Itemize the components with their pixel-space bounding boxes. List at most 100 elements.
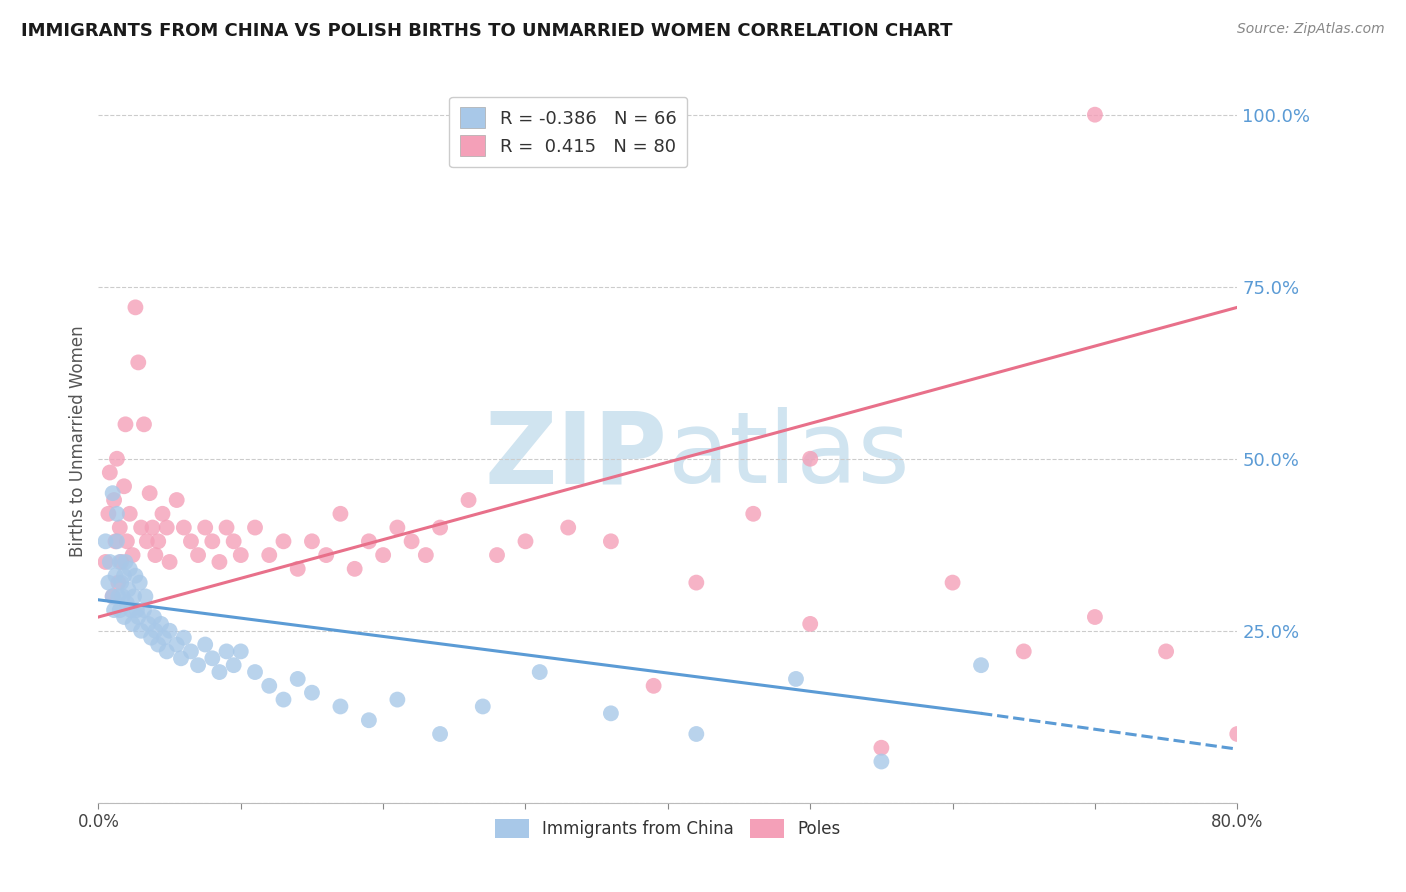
Point bbox=[98, 466, 121, 480]
Point bbox=[105, 534, 128, 549]
Point bbox=[222, 534, 245, 549]
Point bbox=[194, 520, 217, 534]
Text: Source: ZipAtlas.com: Source: ZipAtlas.com bbox=[1237, 22, 1385, 37]
Point bbox=[104, 568, 127, 582]
Point bbox=[173, 520, 195, 534]
Point bbox=[108, 520, 131, 534]
Point bbox=[273, 534, 295, 549]
Point bbox=[159, 624, 181, 638]
Point bbox=[142, 610, 165, 624]
Point bbox=[173, 631, 195, 645]
Text: IMMIGRANTS FROM CHINA VS POLISH BIRTHS TO UNMARRIED WOMEN CORRELATION CHART: IMMIGRANTS FROM CHINA VS POLISH BIRTHS T… bbox=[21, 22, 953, 40]
Point bbox=[942, 575, 965, 590]
Point bbox=[187, 548, 209, 562]
Point bbox=[643, 679, 665, 693]
Point bbox=[117, 582, 139, 597]
Point bbox=[141, 520, 163, 534]
Point bbox=[166, 638, 188, 652]
Point bbox=[208, 555, 231, 569]
Point bbox=[201, 534, 224, 549]
Point bbox=[799, 616, 821, 631]
Point bbox=[105, 507, 128, 521]
Point bbox=[108, 555, 131, 569]
Point bbox=[135, 534, 157, 549]
Point bbox=[357, 713, 380, 727]
Point bbox=[148, 638, 170, 652]
Point bbox=[471, 699, 494, 714]
Point bbox=[156, 644, 179, 658]
Point bbox=[1084, 108, 1107, 122]
Point bbox=[259, 679, 281, 693]
Point bbox=[1368, 451, 1391, 466]
Point bbox=[101, 590, 124, 604]
Point bbox=[1084, 610, 1107, 624]
Point bbox=[94, 555, 117, 569]
Point bbox=[515, 534, 537, 549]
Point bbox=[329, 507, 352, 521]
Point bbox=[287, 672, 309, 686]
Point bbox=[1012, 644, 1035, 658]
Point bbox=[180, 644, 202, 658]
Point bbox=[343, 562, 366, 576]
Point bbox=[243, 665, 266, 679]
Point bbox=[194, 638, 217, 652]
Point bbox=[222, 658, 245, 673]
Point bbox=[259, 548, 281, 562]
Point bbox=[1368, 610, 1391, 624]
Point bbox=[136, 616, 159, 631]
Point bbox=[111, 590, 134, 604]
Point bbox=[287, 562, 309, 576]
Point bbox=[159, 555, 181, 569]
Point bbox=[127, 355, 149, 369]
Point bbox=[685, 575, 707, 590]
Point bbox=[1298, 644, 1320, 658]
Point bbox=[970, 658, 993, 673]
Point bbox=[180, 534, 202, 549]
Point bbox=[114, 417, 136, 432]
Point bbox=[129, 624, 152, 638]
Point bbox=[150, 616, 173, 631]
Point bbox=[401, 534, 423, 549]
Point bbox=[301, 686, 323, 700]
Point bbox=[112, 479, 135, 493]
Point bbox=[107, 590, 129, 604]
Point bbox=[108, 603, 131, 617]
Point bbox=[187, 658, 209, 673]
Point bbox=[125, 603, 148, 617]
Point bbox=[132, 417, 155, 432]
Point bbox=[273, 692, 295, 706]
Point bbox=[742, 507, 765, 521]
Point bbox=[145, 548, 167, 562]
Point bbox=[153, 631, 176, 645]
Point bbox=[107, 575, 129, 590]
Point bbox=[486, 548, 509, 562]
Point bbox=[145, 624, 167, 638]
Point bbox=[357, 534, 380, 549]
Point bbox=[373, 548, 395, 562]
Point bbox=[387, 520, 409, 534]
Point bbox=[101, 486, 124, 500]
Point bbox=[870, 740, 893, 755]
Point bbox=[121, 616, 143, 631]
Point bbox=[415, 548, 437, 562]
Point bbox=[170, 651, 193, 665]
Point bbox=[112, 568, 135, 582]
Point bbox=[685, 727, 707, 741]
Point bbox=[387, 692, 409, 706]
Point bbox=[98, 555, 121, 569]
Point bbox=[124, 301, 146, 315]
Point bbox=[557, 520, 579, 534]
Point bbox=[104, 534, 127, 549]
Point bbox=[201, 651, 224, 665]
Point bbox=[785, 672, 807, 686]
Point bbox=[118, 562, 141, 576]
Point bbox=[112, 610, 135, 624]
Point bbox=[529, 665, 551, 679]
Point bbox=[1398, 590, 1406, 604]
Point bbox=[315, 548, 337, 562]
Point bbox=[103, 493, 125, 508]
Text: ZIP: ZIP bbox=[485, 408, 668, 505]
Point bbox=[97, 507, 120, 521]
Legend: Immigrants from China, Poles: Immigrants from China, Poles bbox=[489, 813, 846, 845]
Point bbox=[429, 520, 451, 534]
